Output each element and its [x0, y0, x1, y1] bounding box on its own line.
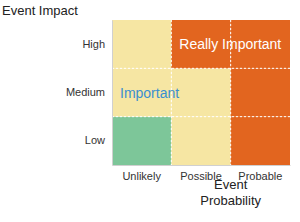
- y-tick-label: Low: [85, 134, 105, 146]
- y-tick: Medium: [66, 86, 112, 98]
- annotation: Important: [120, 85, 179, 101]
- x-tick-label: Unlikely: [122, 170, 161, 182]
- y-tick-label: High: [82, 38, 105, 50]
- y-axis-title: Event Impact: [2, 3, 78, 18]
- chart: UnlikelyPossibleProbable Low Medium High Eve…: [0, 0, 300, 222]
- cells: [112, 20, 290, 165]
- x-tick: Unlikely: [122, 165, 161, 182]
- cell: [112, 20, 171, 68]
- grid: [112, 20, 290, 165]
- y-tick: High: [82, 38, 112, 50]
- y-tick: Low: [85, 134, 112, 146]
- cell: [171, 117, 230, 165]
- cell: [112, 117, 171, 165]
- y-axis: Low Medium High: [66, 21, 113, 166]
- x-axis-line: [113, 165, 291, 166]
- y-tick-label: Medium: [66, 86, 105, 98]
- cell: [171, 68, 230, 116]
- x-axis-title: EventProbability: [200, 177, 261, 208]
- y-axis-line: [112, 21, 113, 166]
- grid-line: [112, 116, 290, 117]
- grid-line: [112, 68, 290, 69]
- annotation: Really Important: [179, 36, 281, 52]
- cell: [231, 117, 290, 165]
- cell: [231, 68, 290, 116]
- x-axis: UnlikelyPossibleProbable: [113, 165, 291, 182]
